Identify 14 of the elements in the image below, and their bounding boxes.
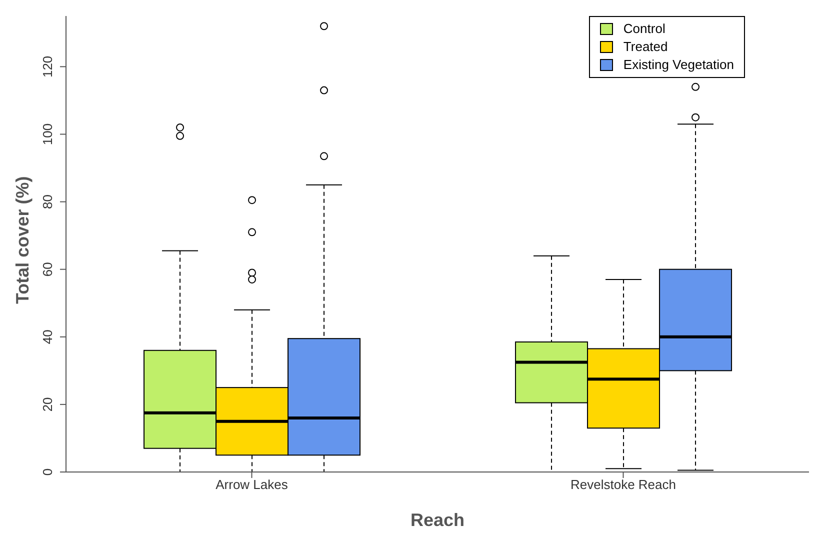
y-tick-label: 0: [40, 468, 55, 476]
y-tick-label: 100: [40, 123, 55, 146]
legend-label: Treated: [623, 38, 668, 56]
x-tick-label: Arrow Lakes: [216, 477, 288, 492]
legend-label: Existing Vegetation: [623, 56, 734, 74]
y-tick-label: 60: [40, 262, 55, 277]
y-axis-title: Total cover (%): [12, 176, 32, 304]
x-tick-label: Revelstoke Reach: [570, 477, 676, 492]
y-tick-label: 120: [40, 56, 55, 78]
y-tick-label: 40: [40, 330, 55, 344]
legend-label: Control: [623, 20, 666, 38]
x-axis-title: Reach: [410, 510, 465, 530]
y-tick-label: 80: [40, 194, 55, 210]
y-tick-label: 20: [40, 397, 55, 412]
